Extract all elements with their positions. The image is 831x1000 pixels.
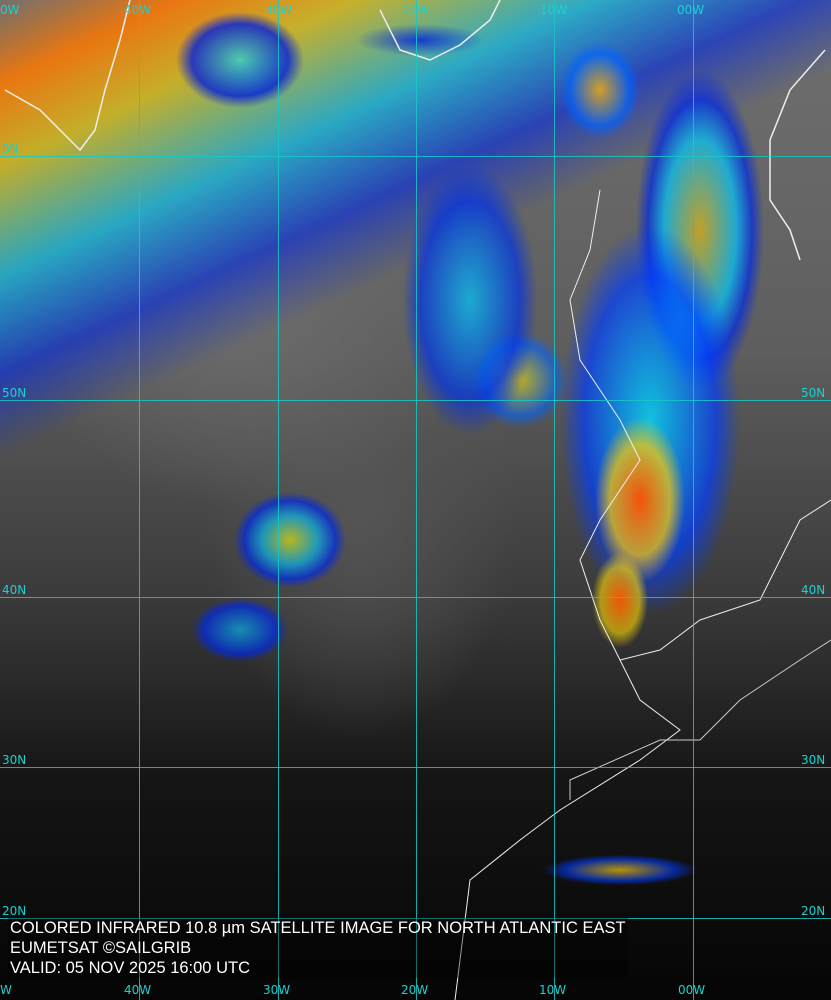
left-label: 0N <box>2 142 19 156</box>
parallel-20n <box>0 918 831 919</box>
left-label: 40N <box>2 583 27 597</box>
top-label: 0W <box>0 3 20 17</box>
top-label: 20W <box>402 3 430 17</box>
bottom-label: 30W <box>263 983 291 997</box>
meridian-10w <box>554 0 555 1000</box>
top-label: 30W <box>265 3 293 17</box>
meridian-30w <box>278 0 279 1000</box>
parallel-60n <box>0 156 831 157</box>
border-lines <box>569 639 831 800</box>
meridian-40w <box>139 0 140 1000</box>
bottom-label: 40W <box>124 983 152 997</box>
caption-valid-time: VALID: 05 NOV 2025 16:00 UTC <box>10 959 250 977</box>
top-label: 00W <box>677 3 705 17</box>
left-label: 20N <box>2 904 27 918</box>
caption-title: COLORED INFRARED 10.8 µm SATELLITE IMAGE… <box>10 919 626 937</box>
parallel-40n <box>0 597 831 598</box>
coastline-greenland <box>4 0 131 152</box>
top-label: 10W <box>540 3 568 17</box>
bottom-label: 00W <box>678 983 706 997</box>
meridian-0 <box>693 0 694 1000</box>
bottom-label: 20W <box>401 983 429 997</box>
top-label: 40W <box>124 3 152 17</box>
right-label: 30N <box>801 753 826 767</box>
image-caption: COLORED INFRARED 10.8 µm SATELLITE IMAGE… <box>8 918 628 978</box>
coastline-iceland <box>379 0 501 61</box>
right-label: 40N <box>801 583 826 597</box>
parallel-50n <box>0 400 831 401</box>
left-label: 50N <box>2 386 27 400</box>
caption-credit: EUMETSAT ©SAILGRIB <box>10 939 192 957</box>
coastline-europe <box>569 189 831 661</box>
parallel-30n <box>0 767 831 768</box>
right-label: 20N <box>801 904 826 918</box>
coastline-norway <box>769 49 826 261</box>
meridian-20w <box>416 0 417 1000</box>
coastline-africa <box>454 659 681 1000</box>
left-label: 30N <box>2 753 27 767</box>
bottom-label: 10W <box>539 983 567 997</box>
bottom-label: W <box>0 983 12 997</box>
right-label: 50N <box>801 386 826 400</box>
